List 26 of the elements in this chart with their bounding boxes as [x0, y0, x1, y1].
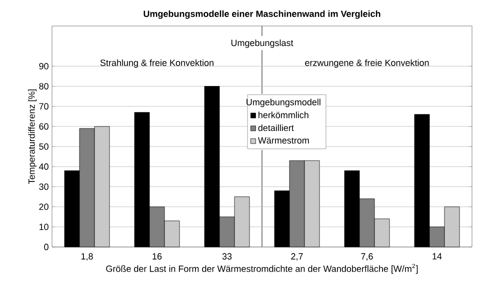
x-tick-label: 14: [432, 253, 442, 260]
y-axis-title: Temperaturdifferenz [%]: [28, 89, 37, 184]
x-tick-label: 33: [222, 253, 232, 260]
x-tick-label: 7,6: [361, 253, 373, 261]
legend-label: herkömmlich: [258, 112, 308, 118]
y-tick-label: 30: [39, 184, 48, 190]
y-tick-label: 0: [44, 244, 48, 250]
y-tick-label: 40: [39, 163, 48, 170]
legend-label: detailliert: [258, 124, 294, 132]
x-axis-title: Größe der Last in Form der Wärmestromdichte an der Wandoberfläche [W/m$^{2}$]: [106, 264, 418, 274]
y-tick-label: 60: [39, 123, 48, 130]
x-tick-label: 2,7: [291, 253, 303, 261]
legend-title: Umgebungsmodell: [246, 98, 320, 108]
annotation: erzwungene & freie Konvektion: [305, 59, 429, 68]
legend-label: Wärmestrom: [258, 137, 309, 144]
annotation: Umgebungslast: [231, 39, 294, 48]
y-tick-label: 10: [39, 224, 48, 230]
y-tick-label: 90: [39, 62, 48, 70]
x-tick-label: 16: [152, 253, 162, 260]
chart-title: Umgebungsmodelle einer Maschinenwand im Vergleich: [144, 10, 380, 19]
y-tick-label: 70: [39, 103, 48, 110]
y-tick-label: 80: [39, 83, 48, 90]
x-tick-label: 1,8: [81, 253, 93, 261]
annotation: Strahlung & freie Konvektion: [100, 59, 214, 68]
y-tick-label: 50: [39, 143, 48, 150]
y-tick-label: 20: [39, 204, 48, 210]
